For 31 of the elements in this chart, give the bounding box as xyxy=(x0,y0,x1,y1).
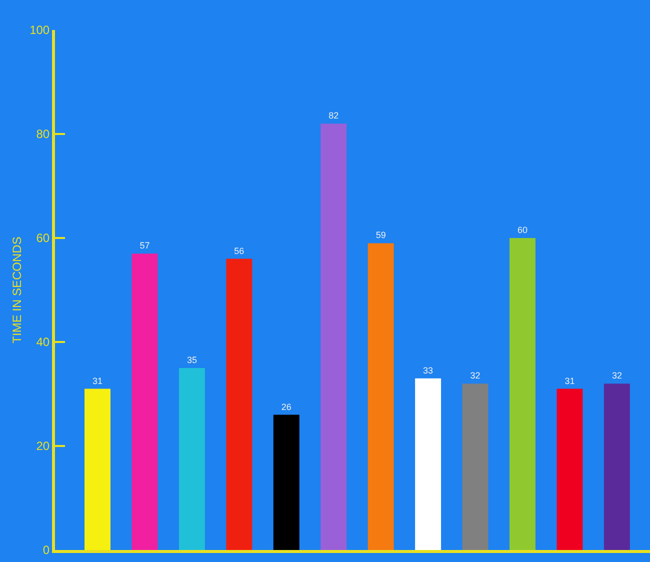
bar xyxy=(320,124,347,550)
data-label: 31 xyxy=(92,376,103,386)
y-tick-label: 80 xyxy=(36,127,50,142)
bar xyxy=(132,254,158,550)
bar xyxy=(510,238,536,550)
data-label: 31 xyxy=(564,376,575,386)
data-label: 57 xyxy=(140,240,150,251)
y-tick-label: 40 xyxy=(36,335,50,350)
bar xyxy=(84,388,110,550)
y-tick-label: 100 xyxy=(30,23,50,38)
data-label: 32 xyxy=(612,370,622,381)
data-label: 26 xyxy=(281,402,292,412)
bar xyxy=(368,243,394,550)
data-label: 32 xyxy=(470,370,480,381)
bar xyxy=(604,384,630,550)
y-tick-label: 60 xyxy=(36,231,50,246)
data-label: 35 xyxy=(186,355,197,365)
bar xyxy=(226,258,252,550)
y-tick-label: 0 xyxy=(42,543,50,558)
data-label: 60 xyxy=(517,225,528,235)
data-label: 82 xyxy=(328,110,339,121)
bar xyxy=(178,368,205,550)
bar xyxy=(556,388,583,550)
y-tick-label: 20 xyxy=(36,439,50,454)
bar xyxy=(273,414,300,550)
data-label: 59 xyxy=(376,230,386,240)
bar xyxy=(415,378,442,550)
data-label: 56 xyxy=(234,246,244,256)
y-axis-title: TIME IN SECONDS xyxy=(10,236,24,344)
bar xyxy=(462,384,488,550)
data-label: 33 xyxy=(423,365,434,376)
